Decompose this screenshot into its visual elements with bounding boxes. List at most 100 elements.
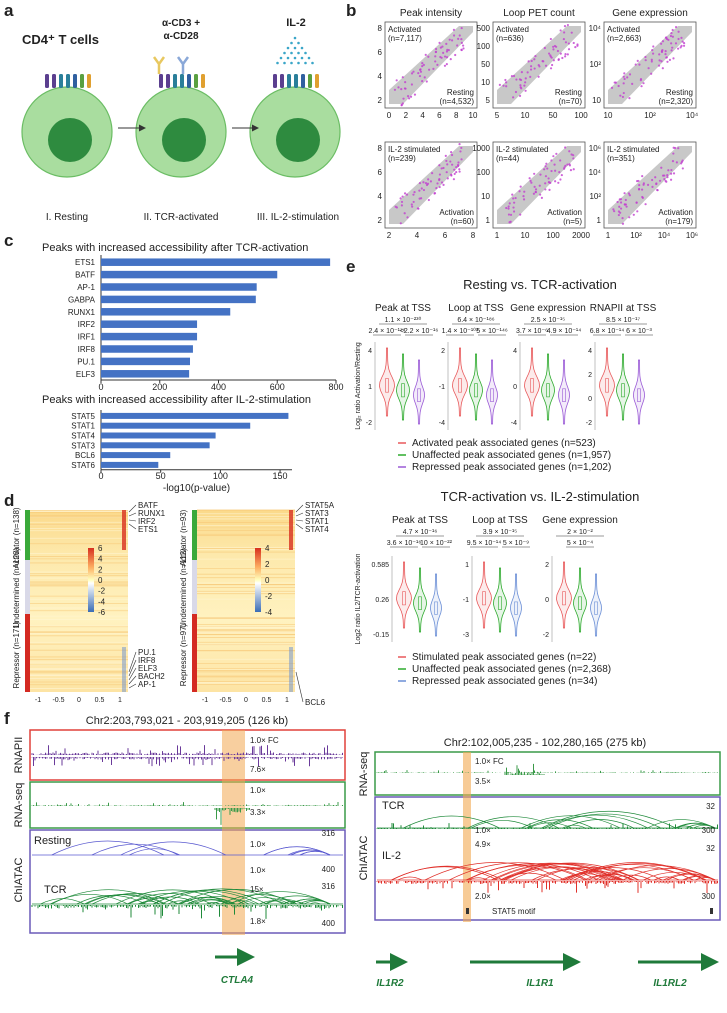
scatter-dot bbox=[637, 188, 641, 191]
legend-label: Unaffected peak associated genes (n=1,95… bbox=[412, 450, 611, 461]
gene-label: IRF8 bbox=[138, 656, 156, 665]
scatter-dot bbox=[509, 213, 513, 216]
annotation: Activated bbox=[607, 25, 640, 34]
scatter-dot bbox=[519, 84, 522, 87]
scatter-dot bbox=[621, 217, 624, 220]
scatter-dot bbox=[664, 179, 667, 182]
scatter-dot bbox=[560, 173, 563, 177]
cytokine-dot bbox=[311, 61, 314, 65]
bar bbox=[101, 370, 190, 378]
motif-mark bbox=[466, 908, 469, 914]
x-tick-label: -0.5 bbox=[52, 697, 64, 704]
scatter-dot bbox=[564, 53, 567, 56]
y-tick-label: 0.26 bbox=[375, 597, 389, 604]
x-tick-label: -1 bbox=[202, 697, 208, 704]
gene-name: IL1RL2 bbox=[653, 978, 687, 989]
x-tick-label: 10² bbox=[644, 111, 656, 120]
gene-name: IL1R1 bbox=[526, 978, 554, 989]
scatter-dot bbox=[554, 169, 557, 172]
scatter-cloud bbox=[608, 26, 692, 104]
scatter-dot bbox=[557, 181, 560, 184]
panel-label: d bbox=[4, 491, 14, 510]
legend-label: Activated peak associated genes (n=523) bbox=[412, 438, 596, 449]
scatter-dot bbox=[422, 188, 426, 192]
scatter-dot bbox=[564, 146, 567, 149]
x-tick-label: 1 bbox=[285, 697, 289, 704]
p-value: 3.6 × 10⁻¹⁶ bbox=[387, 540, 422, 547]
scatter-cloud bbox=[389, 26, 473, 104]
scale-label: 4.9× bbox=[475, 840, 491, 849]
scatter-dot bbox=[510, 75, 514, 78]
scatter-dot bbox=[666, 176, 669, 179]
gene-label: ETS1 bbox=[138, 525, 159, 534]
scatter-dot bbox=[450, 174, 453, 177]
receptor bbox=[73, 74, 77, 88]
colorbar-label: -4 bbox=[98, 597, 106, 606]
highlight-column bbox=[122, 510, 126, 550]
y-tick-label: 100 bbox=[477, 42, 491, 51]
box bbox=[458, 378, 462, 393]
scatter-dot bbox=[452, 34, 456, 37]
loop-arc bbox=[573, 863, 705, 881]
x-tick-label: 2000 bbox=[572, 231, 590, 240]
scatter-dot bbox=[665, 37, 669, 41]
scatter-dot bbox=[424, 53, 427, 56]
nucleus bbox=[162, 118, 206, 162]
x-tick-label: 10 bbox=[521, 111, 530, 120]
comparison-title: TCR-activation vs. IL-2-stimulation bbox=[441, 489, 640, 504]
y-tick-label: 4 bbox=[378, 72, 383, 81]
scatter-dot bbox=[623, 77, 626, 81]
scatter-dot bbox=[563, 25, 567, 28]
track-label: RNA-seq bbox=[13, 783, 25, 828]
box bbox=[385, 378, 389, 393]
scatter-dot bbox=[677, 47, 680, 50]
legend-label: Stimulated peak associated genes (n=22) bbox=[412, 652, 596, 663]
cytokine-dot bbox=[307, 56, 311, 60]
p-value: 1.4 × 10⁻¹⁰³ bbox=[442, 327, 479, 335]
scatter-dot bbox=[546, 167, 549, 170]
scatter-dot bbox=[515, 78, 518, 81]
plot-title: Peak at TSS bbox=[392, 515, 448, 526]
scatter-dot bbox=[574, 46, 577, 49]
scatter-dot bbox=[670, 168, 673, 172]
scatter-dot bbox=[683, 41, 686, 45]
scatter-dot bbox=[401, 76, 404, 79]
box bbox=[417, 388, 421, 402]
loop-arc bbox=[126, 893, 212, 905]
x-tick-label: 1 bbox=[118, 697, 122, 704]
scatter-dot bbox=[564, 164, 567, 167]
scatter-dot bbox=[438, 164, 441, 167]
scatter-dot bbox=[641, 175, 644, 178]
scatter-dot bbox=[665, 56, 668, 59]
x-tick-label: 1 bbox=[606, 231, 611, 240]
bar bbox=[101, 295, 256, 304]
scatter-cloud bbox=[608, 146, 692, 224]
panel-label: e bbox=[346, 257, 355, 276]
x-tick-label: 600 bbox=[270, 382, 285, 392]
scatter-dot bbox=[409, 95, 413, 98]
loop-arc bbox=[51, 889, 167, 905]
scatter-dot bbox=[508, 202, 511, 205]
scatter-dot bbox=[395, 206, 399, 209]
box bbox=[546, 383, 550, 398]
heatmap bbox=[197, 510, 295, 692]
scatter-dot bbox=[529, 179, 532, 182]
group-label: Undetermined (n=112) bbox=[179, 548, 188, 628]
plot-frame bbox=[603, 141, 697, 229]
scatter-dot bbox=[679, 46, 682, 49]
gene-pointer bbox=[295, 671, 304, 703]
x-tick-label: 10² bbox=[630, 231, 642, 240]
category-label: IRF1 bbox=[78, 333, 96, 342]
scatter-dot bbox=[552, 45, 555, 48]
scatter-dot bbox=[436, 182, 439, 185]
bar bbox=[101, 283, 257, 291]
scatter-dot bbox=[529, 68, 533, 71]
scatter-dot bbox=[622, 75, 625, 78]
x-tick-label: 150 bbox=[273, 471, 288, 481]
scatter-dot bbox=[397, 86, 400, 89]
scatter-dot bbox=[443, 64, 447, 67]
p-value: 5 × 10⁻¹⁴⁶ bbox=[476, 328, 508, 335]
violin bbox=[599, 347, 615, 417]
scatter-dot bbox=[634, 63, 637, 66]
scatter-dot bbox=[680, 36, 683, 39]
